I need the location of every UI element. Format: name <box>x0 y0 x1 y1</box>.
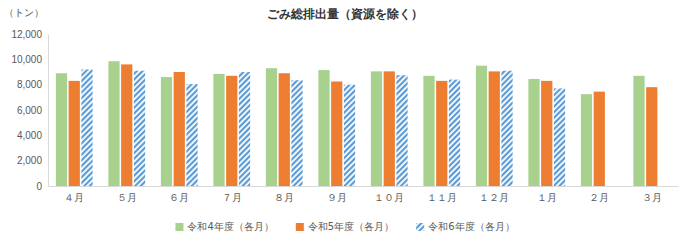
x-tick: ７月 <box>222 186 242 203</box>
legend: 令和4年度（各月） 令和5年度（各月） 令和6年度（各月） <box>175 221 514 232</box>
bar <box>279 73 290 186</box>
y-tick-label: 10,000 <box>11 54 42 65</box>
x-axis-line <box>49 186 679 187</box>
bar <box>134 71 145 186</box>
y-axis: 0 2,000 4,000 6,000 8,000 10,000 12,000 <box>11 29 48 192</box>
legend-item: 令和5年度（各月） <box>296 221 394 232</box>
x-tick: ９月 <box>327 186 347 203</box>
series <box>56 61 645 186</box>
y-tick: 12,000 <box>11 29 48 40</box>
bar <box>554 88 565 186</box>
x-tick-label: １２月 <box>479 192 509 203</box>
y-tick-label: 2,000 <box>17 155 42 166</box>
y-tick-label: 8,000 <box>17 79 42 90</box>
x-tick: １１月 <box>427 186 457 203</box>
bar <box>476 66 487 186</box>
bar <box>266 68 277 186</box>
x-tick-label: １１月 <box>427 192 457 203</box>
x-tick-label: １０月 <box>374 192 404 203</box>
bar <box>396 75 407 186</box>
x-tick: ５月 <box>117 186 137 203</box>
bar <box>581 94 592 186</box>
x-tick-label: １月 <box>537 192 557 203</box>
bar <box>108 61 119 186</box>
y-tick-label: 12,000 <box>11 29 42 40</box>
x-tick-label: ５月 <box>117 192 137 203</box>
bar <box>213 74 224 186</box>
legend-label: 令和5年度（各月） <box>308 221 394 232</box>
y-tick: 8,000 <box>17 79 48 90</box>
bar <box>121 64 132 186</box>
bar <box>646 87 657 186</box>
y-tick: 2,000 <box>17 155 48 166</box>
legend-swatch <box>296 223 304 231</box>
legend-swatch <box>416 223 424 231</box>
bar <box>501 71 512 186</box>
bar <box>489 71 500 186</box>
x-tick-label: ７月 <box>222 192 242 203</box>
x-tick: ４月 <box>64 186 84 203</box>
legend-swatch <box>175 223 183 231</box>
x-tick-label: ４月 <box>64 192 84 203</box>
series <box>81 69 565 186</box>
y-axis-title: （トン） <box>4 7 44 18</box>
bar <box>633 76 644 186</box>
y-tick: 0 <box>36 181 48 192</box>
bar <box>174 72 185 186</box>
x-tick: ６月 <box>169 186 189 203</box>
bar <box>594 92 605 186</box>
y-tick: 10,000 <box>11 54 48 65</box>
legend-label: 令和6年度（各月） <box>428 221 514 232</box>
bar <box>344 85 355 186</box>
x-axis: ４月 ５月 ６月 ７月 ８月 ９月 １０月 １１月 １２月 １月 ２月 ３月 <box>49 186 679 203</box>
x-tick-label: ８月 <box>274 192 294 203</box>
chart: 0 2,000 4,000 6,000 8,000 10,000 12,000 ４月 ５月 ６月 ７… <box>0 0 690 238</box>
y-tick-label: 4,000 <box>17 130 42 141</box>
bar <box>449 80 460 186</box>
bar <box>226 76 237 186</box>
x-tick: １月 <box>537 186 557 203</box>
bar <box>436 81 447 186</box>
title: ごみ総排出量（資源を除く） <box>267 7 423 21</box>
bar <box>291 80 302 186</box>
y-tick-label: 6,000 <box>17 105 42 116</box>
x-tick: １２月 <box>479 186 509 203</box>
bar <box>541 81 552 186</box>
bar <box>69 81 80 186</box>
bar <box>318 70 329 186</box>
bar <box>186 84 197 186</box>
y-tick: 4,000 <box>17 130 48 141</box>
series <box>69 64 658 186</box>
x-tick: ２月 <box>589 186 609 203</box>
x-tick-label: ３月 <box>642 192 662 203</box>
bar <box>239 72 250 186</box>
x-tick: １０月 <box>374 186 404 203</box>
x-tick: ３月 <box>642 186 662 203</box>
bar <box>161 77 172 186</box>
bar <box>371 71 382 186</box>
legend-item: 令和4年度（各月） <box>175 221 273 232</box>
plot: 0 2,000 4,000 6,000 8,000 10,000 12,000 ４月 ５月 ６月 ７… <box>11 29 678 203</box>
bar <box>423 76 434 186</box>
y-tick-label: 0 <box>36 181 42 192</box>
bar <box>56 73 67 186</box>
x-tick-label: ６月 <box>169 192 189 203</box>
bar <box>81 69 92 186</box>
y-axis-line <box>48 35 49 187</box>
bar <box>331 82 342 187</box>
bars <box>56 61 657 186</box>
legend-item: 令和6年度（各月） <box>416 221 514 232</box>
bar <box>528 79 539 186</box>
x-tick-label: ９月 <box>327 192 347 203</box>
legend-label: 令和4年度（各月） <box>187 221 273 232</box>
bar <box>384 71 395 186</box>
y-tick: 6,000 <box>17 105 48 116</box>
x-tick: ８月 <box>274 186 294 203</box>
x-tick-label: ２月 <box>589 192 609 203</box>
